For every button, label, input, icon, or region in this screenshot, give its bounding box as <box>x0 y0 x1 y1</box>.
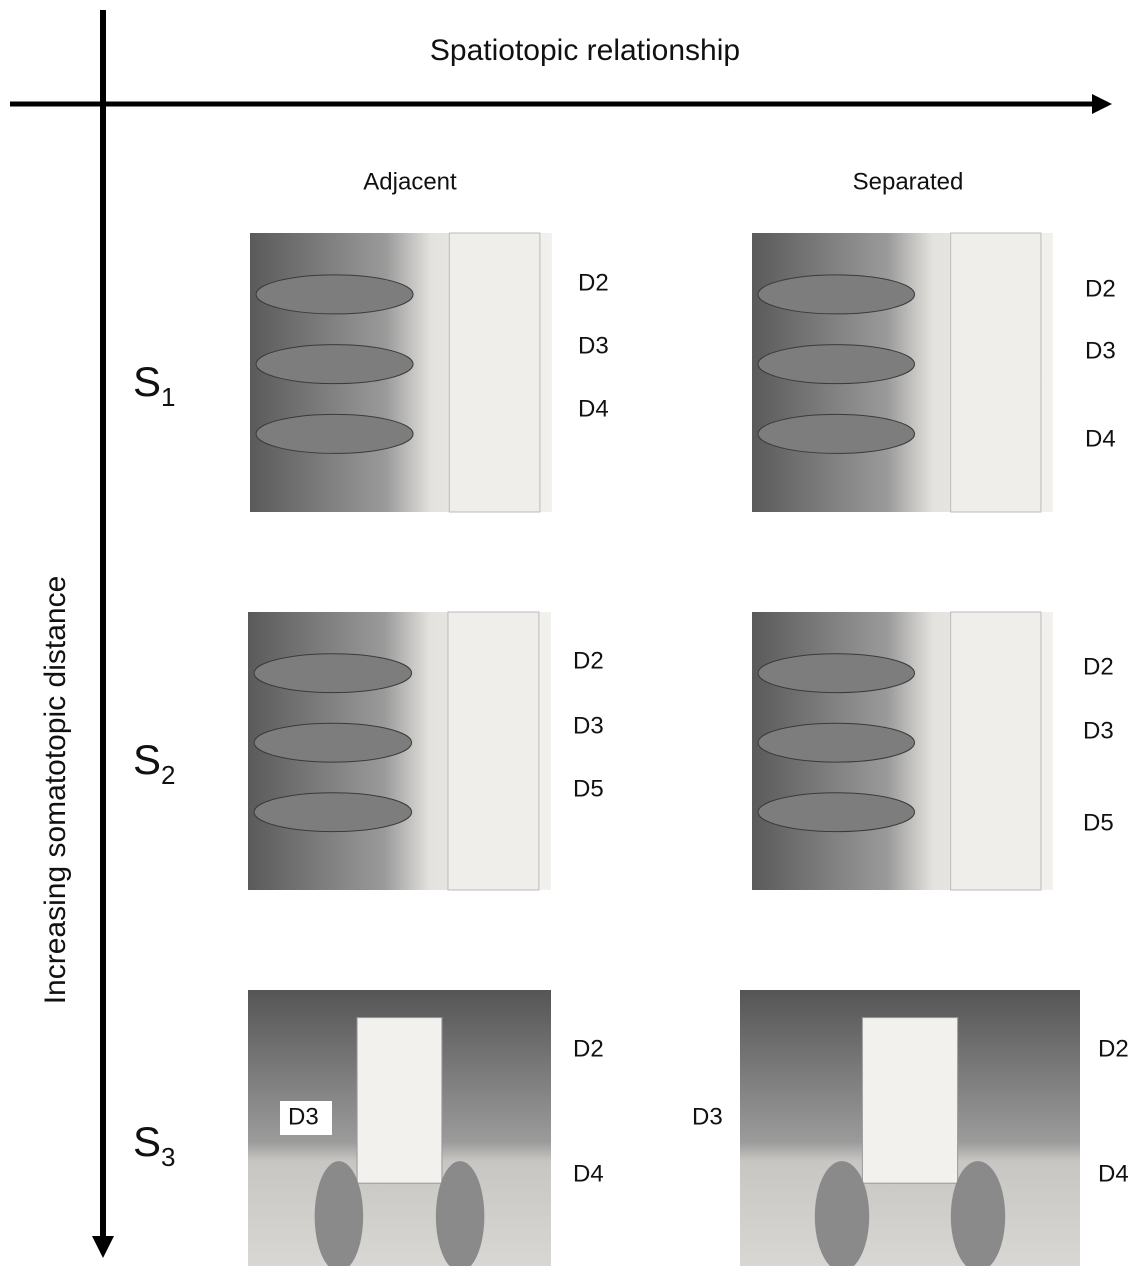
digit-label: D5 <box>1083 809 1114 836</box>
x-arrow <box>1092 94 1112 114</box>
finger <box>255 413 414 454</box>
digit-label: D4 <box>573 1160 604 1187</box>
label-box <box>280 1101 332 1135</box>
digit-label: D2 <box>573 1035 604 1062</box>
digit-label: D2 <box>573 647 604 674</box>
device <box>356 1017 443 1184</box>
device-plate <box>950 611 1042 891</box>
digit-label: D2 <box>1083 653 1114 680</box>
finger <box>253 653 413 694</box>
digit-label: D5 <box>573 775 604 802</box>
row-label: S2 <box>133 736 175 790</box>
finger <box>757 722 916 763</box>
y-axis-label: Increasing somatotopic distance <box>39 576 72 1005</box>
x-axis-label: Spatiotopic relationship <box>430 34 740 67</box>
digit-label: D3 <box>578 332 609 359</box>
finger <box>255 344 414 385</box>
content: S1D2D3D4D2D3D4S2D2D3D5D2D3D5S3D2D3D4D2D3… <box>133 232 1129 1266</box>
device-plate <box>950 232 1042 513</box>
digit-label: D4 <box>1098 1160 1129 1187</box>
column-header: Separated <box>853 168 964 195</box>
y-arrow <box>92 1236 114 1258</box>
finger <box>255 274 414 315</box>
digit-label: D2 <box>1098 1035 1129 1062</box>
digit-label: D3 <box>573 712 604 739</box>
device-plate <box>448 232 541 513</box>
finger <box>757 344 916 385</box>
hand <box>314 1161 364 1266</box>
column-header: Adjacent <box>363 168 457 195</box>
row-subscript: 2 <box>161 760 175 790</box>
hand <box>435 1161 485 1266</box>
finger <box>757 274 916 315</box>
device-plate <box>447 611 540 891</box>
hand <box>950 1161 1006 1266</box>
digit-label: D3 <box>1083 717 1114 744</box>
digit-label: D4 <box>578 395 609 422</box>
row-subscript: 1 <box>161 382 175 412</box>
digit-label: D3 <box>692 1103 723 1130</box>
finger <box>253 722 413 763</box>
device <box>861 1017 959 1184</box>
row-label: S3 <box>133 1118 175 1172</box>
row-subscript: 3 <box>161 1142 175 1172</box>
row-letter: S <box>133 358 161 405</box>
digit-label: D2 <box>578 269 609 296</box>
hand <box>814 1161 870 1266</box>
row-label: S1 <box>133 358 175 412</box>
digit-label: D4 <box>1085 425 1116 452</box>
row-letter: S <box>133 1118 161 1165</box>
finger <box>253 792 413 833</box>
finger <box>757 653 916 694</box>
finger <box>757 413 916 454</box>
digit-label: D3 <box>1085 337 1116 364</box>
row-letter: S <box>133 736 161 783</box>
digit-label: D3 <box>288 1103 319 1130</box>
digit-label: D2 <box>1085 275 1116 302</box>
finger <box>757 792 916 833</box>
